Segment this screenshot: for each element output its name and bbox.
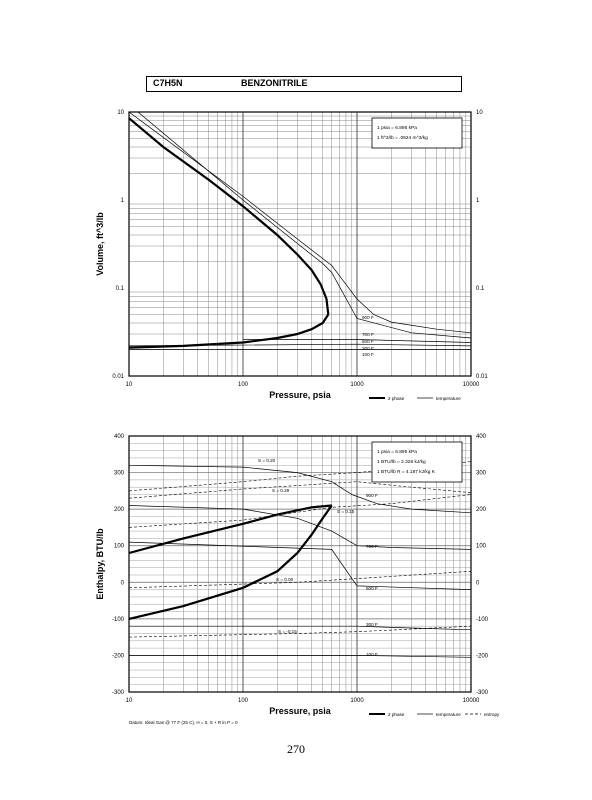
volume-chart-x-tick-label: 1000 xyxy=(350,382,364,388)
enthalpy-chart-isotherm xyxy=(129,655,472,658)
enthalpy-chart-entropy-label: S = 0.29 xyxy=(272,488,290,493)
volume-chart-y-axis-label: Volume, ft^3/lb xyxy=(95,212,105,276)
volume-chart-isotherm xyxy=(137,111,472,339)
enthalpy-chart-saturated-liquid-curve xyxy=(128,504,333,620)
volume-chart-y-tick-label-right: 0.01 xyxy=(476,374,488,380)
enthalpy-chart-entropy-line xyxy=(128,481,472,499)
enthalpy-chart-y-axis-label: Enthalpy, BTU/lb xyxy=(95,528,105,600)
enthalpy-chart-y-tick-label: 0 xyxy=(121,580,125,586)
compound-formula: C7H5N xyxy=(153,78,183,88)
enthalpy-chart-conversion-box xyxy=(371,441,463,483)
enthalpy-chart-x-tick-label: 10 xyxy=(126,698,133,704)
enthalpy-chart-y-tick-label: 200 xyxy=(114,507,125,513)
enthalpy-chart-isotherm xyxy=(128,541,472,590)
volume-chart-conversion-box xyxy=(371,117,463,149)
enthalpy-chart-isotherm xyxy=(129,625,472,631)
enthalpy-chart-x-axis-label: Pressure, psia xyxy=(269,706,332,716)
title-box: C7H5N BENZONITRILE xyxy=(146,76,462,92)
enthalpy-chart-y-tick-label-right: 300 xyxy=(476,471,487,477)
volume-chart-x-axis-label: Pressure, psia xyxy=(269,390,332,400)
volume-chart-x-tick-label: 100 xyxy=(238,382,249,388)
volume-chart-y-tick-label: 10 xyxy=(117,110,124,116)
volume-chart-y-tick-label: 0.01 xyxy=(112,374,124,380)
volume-chart-isotherm-label: 300 F xyxy=(362,346,374,351)
volume-chart-legend-label: 2 phase xyxy=(388,396,405,401)
enthalpy-chart-x-tick-label: 1000 xyxy=(350,698,364,704)
volume-chart-saturated-vapor-curve xyxy=(128,117,330,315)
enthalpy-chart-conversion-note: 1 psia = 6.895 kPa xyxy=(377,449,417,455)
enthalpy-chart-y-tick-label-right: -300 xyxy=(476,690,489,696)
enthalpy-chart-y-tick-label: 400 xyxy=(114,434,125,440)
volume-chart-y-tick-label: 1 xyxy=(121,198,125,204)
enthalpy-chart-conversion-note: 1 BTU/lb R = 4.187 kJ/kg K xyxy=(377,469,436,475)
enthalpy-chart-y-tick-label: 300 xyxy=(114,471,125,477)
enthalpy-chart-legend-label: 2 phase xyxy=(388,712,405,717)
enthalpy-chart-y-tick-label: -300 xyxy=(112,690,125,696)
enthalpy-chart-entropy-line xyxy=(128,625,472,638)
enthalpy-chart-y-tick-label-right: 200 xyxy=(476,507,487,513)
enthalpy-chart-y-tick-label-right: 0 xyxy=(476,580,480,586)
enthalpy-chart-y-tick-label: 100 xyxy=(114,544,125,550)
enthalpy-chart-entropy-line xyxy=(128,571,472,589)
enthalpy-chart-y-tick-label: -100 xyxy=(112,617,125,623)
volume-chart-frame xyxy=(128,111,472,377)
enthalpy-chart-isotherm xyxy=(128,464,472,514)
enthalpy-chart-y-tick-label: -200 xyxy=(112,653,125,659)
enthalpy-chart-entropy-line xyxy=(128,494,472,528)
volume-chart-conversion-note: 1 psia = 6.895 kPa xyxy=(377,125,417,131)
page-number: 270 xyxy=(287,742,305,756)
enthalpy-chart-isotherm-label: 900 F xyxy=(366,493,378,498)
enthalpy-chart-saturated-vapor-curve xyxy=(128,504,332,555)
volume-chart-y-tick-label-right: 10 xyxy=(476,110,483,116)
volume-chart-y-tick-label-right: 1 xyxy=(476,198,480,204)
enthalpy-chart-isotherm-label: 500 F xyxy=(366,586,378,591)
enthalpy-chart-entropy-label: S = -0.15 xyxy=(278,629,297,634)
volume-chart-isotherm-label: 900 F xyxy=(362,315,374,320)
volume-chart-x-tick-label: 10 xyxy=(126,382,133,388)
enthalpy-chart-x-tick-label: 100 xyxy=(238,698,249,704)
enthalpy-chart-legend-label: temperature xyxy=(436,712,461,717)
enthalpy-chart-isotherm-label: 700 F xyxy=(366,544,378,549)
enthalpy-chart-y-tick-label-right: 100 xyxy=(476,544,487,550)
enthalpy-chart-footnote: Datum: Ideal Gas @ 77 F (25 C), H = 0, S… xyxy=(129,720,238,725)
enthalpy-chart-isotherm-label: 100 F xyxy=(366,652,378,657)
volume-chart-saturated-liquid-curve xyxy=(128,313,330,349)
enthalpy-chart-isotherm-label: 300 F xyxy=(366,622,378,627)
enthalpy-chart-entropy-label: S = 0.15 xyxy=(337,509,355,514)
enthalpy-chart-legend-label: entropy xyxy=(484,712,500,717)
volume-chart-isotherm-label: 700 F xyxy=(362,332,374,337)
volume-chart-y-tick-label-right: 0.1 xyxy=(476,286,485,292)
volume-chart-isotherm-label: 100 F xyxy=(362,352,374,357)
volume-chart-conversion-note: 1 ft^3/lb = .0624 m^3/kg xyxy=(377,135,428,141)
enthalpy-chart-y-tick-label-right: -200 xyxy=(476,653,489,659)
enthalpy-chart-isotherm xyxy=(128,505,472,550)
enthalpy-chart-conversion-note: 1 BTU/lb = 2.326 kJ/kg xyxy=(377,459,426,465)
volume-chart-y-tick-label: 0.1 xyxy=(116,286,125,292)
volume-chart-legend-label: temperature xyxy=(436,396,461,401)
enthalpy-chart-x-tick-label: 10000 xyxy=(463,698,480,704)
volume-chart-isotherm xyxy=(243,339,472,343)
volume-chart-isotherm-label: 500 F xyxy=(362,339,374,344)
compound-name: BENZONITRILE xyxy=(241,78,308,88)
volume-chart-x-tick-label: 10000 xyxy=(463,382,480,388)
enthalpy-chart-frame xyxy=(128,435,472,693)
enthalpy-chart-entropy-label: S = 0.20 xyxy=(258,458,276,463)
enthalpy-chart-y-tick-label-right: -100 xyxy=(476,617,489,623)
enthalpy-chart-entropy-label: S = 0.00 xyxy=(276,577,294,582)
enthalpy-chart-y-tick-label-right: 400 xyxy=(476,434,487,440)
volume-chart-isotherm xyxy=(128,111,472,334)
